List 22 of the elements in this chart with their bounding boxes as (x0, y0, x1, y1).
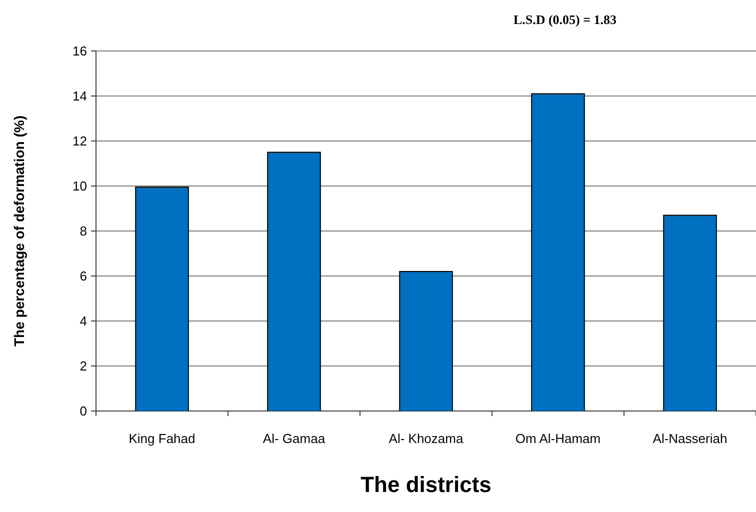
x-tick-label: Al- Gamaa (262, 431, 326, 446)
x-tick-label: Om Al-Hamam (515, 431, 601, 446)
y-tick-label: 2 (80, 358, 87, 374)
bar (135, 186, 189, 412)
y-tick-label: 0 (80, 404, 87, 419)
bar (663, 214, 717, 412)
y-tick-label: 8 (80, 224, 87, 239)
y-tick-label: 12 (72, 134, 87, 149)
x-tick-label: King Fahad (128, 431, 196, 446)
y-tick-label: 14 (72, 88, 87, 104)
bar (531, 93, 585, 412)
bar (267, 152, 321, 412)
bar (399, 271, 453, 412)
y-axis-title: The percentage of deformation (%) (11, 115, 27, 347)
y-tick-label: 10 (72, 178, 87, 194)
x-tick-label: Al- Khozama (388, 431, 464, 446)
x-tick-label: Al-Nasseriah (652, 431, 728, 446)
text: L.S.D (0.05) = 1.83 (513, 12, 618, 27)
y-tick-label: 16 (72, 44, 87, 59)
y-tick-label: 6 (80, 268, 87, 284)
x-axis-title: The districts (360, 472, 492, 497)
y-tick-label: 4 (80, 314, 87, 329)
